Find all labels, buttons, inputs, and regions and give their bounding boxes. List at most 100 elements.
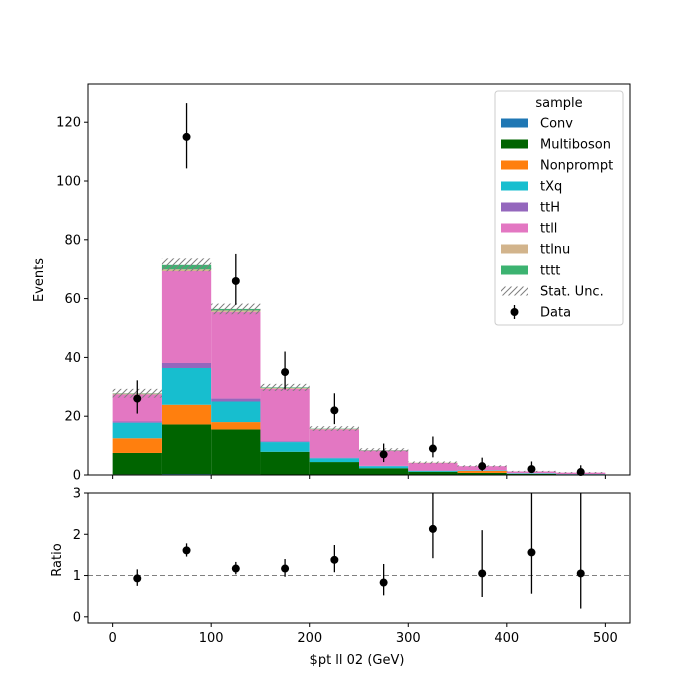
- bar-ttll-3: [260, 388, 310, 442]
- bar-multiboson-0: [112, 452, 162, 475]
- legend-swatch-conv: [501, 118, 528, 128]
- bar-tth-3: [260, 441, 310, 443]
- bar-tth-1: [161, 362, 212, 368]
- bar-txq-2: [211, 401, 261, 423]
- xtick-label-500: 500: [593, 631, 618, 646]
- bar-txq-4: [309, 458, 359, 463]
- main-axes-frame: [87, 83, 631, 476]
- ratio-point-6: [428, 524, 437, 533]
- main-x-ticks: [112, 475, 606, 479]
- bar-txq-6: [408, 470, 458, 472]
- legend-label-conv: Conv: [540, 117, 573, 132]
- legend-title: sample: [535, 96, 582, 111]
- bar-ttll-6: [408, 462, 458, 471]
- ratio-point-5: [379, 578, 388, 587]
- bar-nonprompt-1: [161, 404, 212, 425]
- data-point-3: [281, 368, 290, 377]
- data-point-5: [379, 450, 388, 459]
- legend-label-nonprompt: Nonprompt: [540, 159, 613, 174]
- data-point-0: [133, 394, 142, 403]
- data-point-1: [182, 132, 191, 141]
- main-ytick-label-120: 120: [56, 116, 81, 131]
- legend: sample Conv Multiboson Nonprompt tXq ttH ttll…: [494, 90, 624, 326]
- ratio-point-8: [527, 548, 536, 557]
- legend-label-ttll: ttll: [540, 222, 557, 237]
- legend-swatch-tttt: [501, 265, 528, 275]
- ratio-ytick-label-0: 0: [73, 610, 81, 625]
- x-axis-label: $pt ll 02 (GeV): [310, 653, 405, 668]
- xtick-label-200: 200: [297, 631, 322, 646]
- bar-multiboson-4: [309, 462, 359, 475]
- legend-swatch-txq: [501, 181, 528, 191]
- legend-label-tttt: tttt: [540, 264, 560, 279]
- data-points: [133, 103, 585, 477]
- ratio-point-3: [281, 564, 290, 573]
- legend-swatch-ttlnu: [501, 244, 528, 254]
- data-point-9: [576, 468, 585, 477]
- bar-txq-5: [359, 466, 409, 469]
- ratio-ytick-label-2: 2: [73, 528, 81, 543]
- bar-txq-0: [112, 422, 162, 439]
- xtick-label-400: 400: [494, 631, 519, 646]
- bar-txq-3: [260, 442, 310, 452]
- ratio-ytick-label-1: 1: [73, 569, 81, 584]
- ratio-point-2: [231, 564, 240, 573]
- main-ytick-label-40: 40: [64, 351, 81, 366]
- bar-multiboson-8: [506, 473, 557, 475]
- stat-unc-band-2: [211, 303, 261, 315]
- legend-swatch-tth: [501, 202, 528, 212]
- bar-nonprompt-7: [457, 470, 507, 473]
- bar-multiboson-5: [359, 468, 409, 475]
- ratio-y-axis-label: Ratio: [50, 543, 65, 576]
- bar-tth-2: [211, 398, 261, 402]
- data-point-7: [478, 462, 487, 471]
- legend-label-data: Data: [540, 306, 571, 321]
- data-point-8: [527, 465, 536, 474]
- ratio-panel: 0 1 2 3 0 100 200 300 400 500 Ratio $pt ll 02 (G…: [50, 487, 631, 668]
- xtick-label-100: 100: [199, 631, 224, 646]
- bar-ttll-4: [309, 429, 359, 458]
- stat-unc-band-4: [309, 426, 359, 431]
- bar-txq-1: [161, 367, 212, 405]
- legend-swatch-multiboson: [501, 139, 528, 149]
- ratio-point-9: [576, 569, 585, 578]
- bar-multiboson-3: [260, 451, 310, 475]
- main-ytick-label-60: 60: [64, 292, 81, 307]
- legend-label-ttlnu: ttlnu: [540, 243, 570, 258]
- legend-label-multiboson: Multiboson: [540, 138, 611, 153]
- main-y-ticks: 0 20 40 60 80 100 120: [56, 116, 88, 484]
- ratio-y-ticks: 0 1 2 3: [73, 487, 88, 625]
- legend-swatch-data-marker: [510, 308, 519, 316]
- bar-multiboson-1: [161, 424, 212, 475]
- bar-tth-0: [112, 421, 162, 423]
- legend-swatch-nonprompt: [501, 160, 528, 170]
- ratio-points: [133, 493, 585, 609]
- legend-entries: Conv Multiboson Nonprompt tXq ttH ttll ttlnu tt…: [501, 117, 613, 321]
- bar-ttll-1: [161, 270, 212, 363]
- stat-unc-band-1: [161, 258, 212, 272]
- legend-label-stat-unc: Stat. Unc.: [540, 285, 604, 300]
- bar-multiboson-7: [457, 472, 507, 475]
- bar-nonprompt-0: [112, 438, 162, 453]
- data-point-4: [330, 406, 339, 415]
- main-ytick-label-0: 0: [73, 469, 81, 484]
- ratio-point-7: [478, 569, 487, 578]
- data-point-2: [231, 276, 240, 285]
- bar-ttll-2: [211, 311, 261, 399]
- main-ytick-label-20: 20: [64, 410, 81, 425]
- main-ytick-label-100: 100: [56, 175, 81, 190]
- bar-nonprompt-2: [211, 422, 261, 430]
- xtick-label-300: 300: [396, 631, 421, 646]
- xtick-label-0: 0: [108, 631, 116, 646]
- main-y-axis-label: Events: [32, 258, 47, 302]
- ratio-ytick-label-3: 3: [73, 487, 81, 502]
- ratio-point-1: [182, 546, 191, 555]
- legend-label-txq: tXq: [540, 180, 562, 195]
- stat-unc-band-6: [408, 461, 458, 464]
- main-ytick-label-80: 80: [64, 233, 81, 248]
- bar-multiboson-6: [408, 471, 458, 475]
- bar-tth-4: [309, 457, 359, 459]
- ratio-axes-background: [88, 493, 630, 623]
- bar-txq-8: [506, 473, 557, 474]
